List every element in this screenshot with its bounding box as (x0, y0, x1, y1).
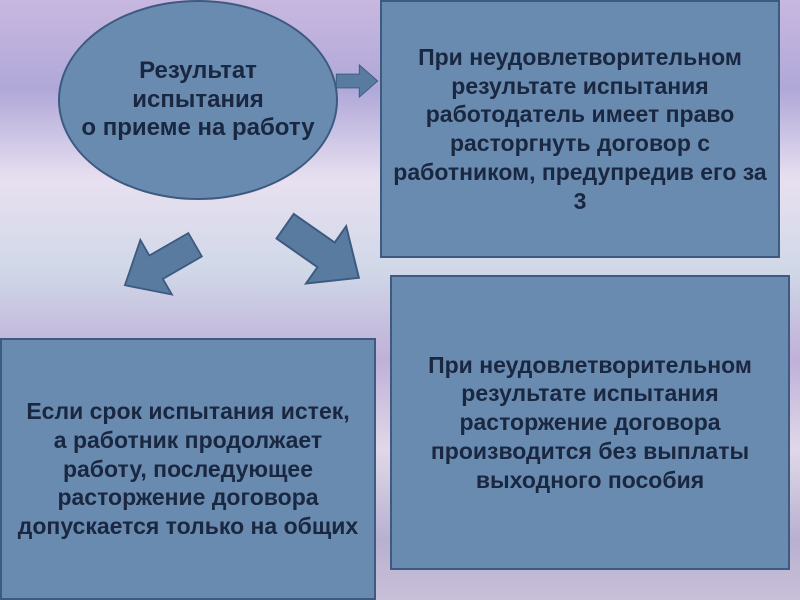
ellipse-text: Результат испытания о приеме на работу (80, 57, 316, 143)
box-top-right: При неудовлетворительном результате испы… (380, 0, 780, 258)
arrow-right (330, 58, 384, 104)
arrow-down-right (247, 174, 398, 330)
ellipse-main: Результат испытания о приеме на работу (58, 0, 338, 200)
box-top-right-text: При неудовлетворительном результате испы… (390, 43, 770, 216)
box-bottom-right-text: При неудовлетворительном результате испы… (400, 351, 780, 495)
box-bottom-left: Если срок испытания истек, а работник пр… (0, 338, 376, 600)
arrow-down-left (94, 195, 227, 335)
box-bottom-right: При неудовлетворительном результате испы… (390, 275, 790, 570)
box-bottom-left-text: Если срок испытания истек, а работник пр… (10, 397, 366, 541)
